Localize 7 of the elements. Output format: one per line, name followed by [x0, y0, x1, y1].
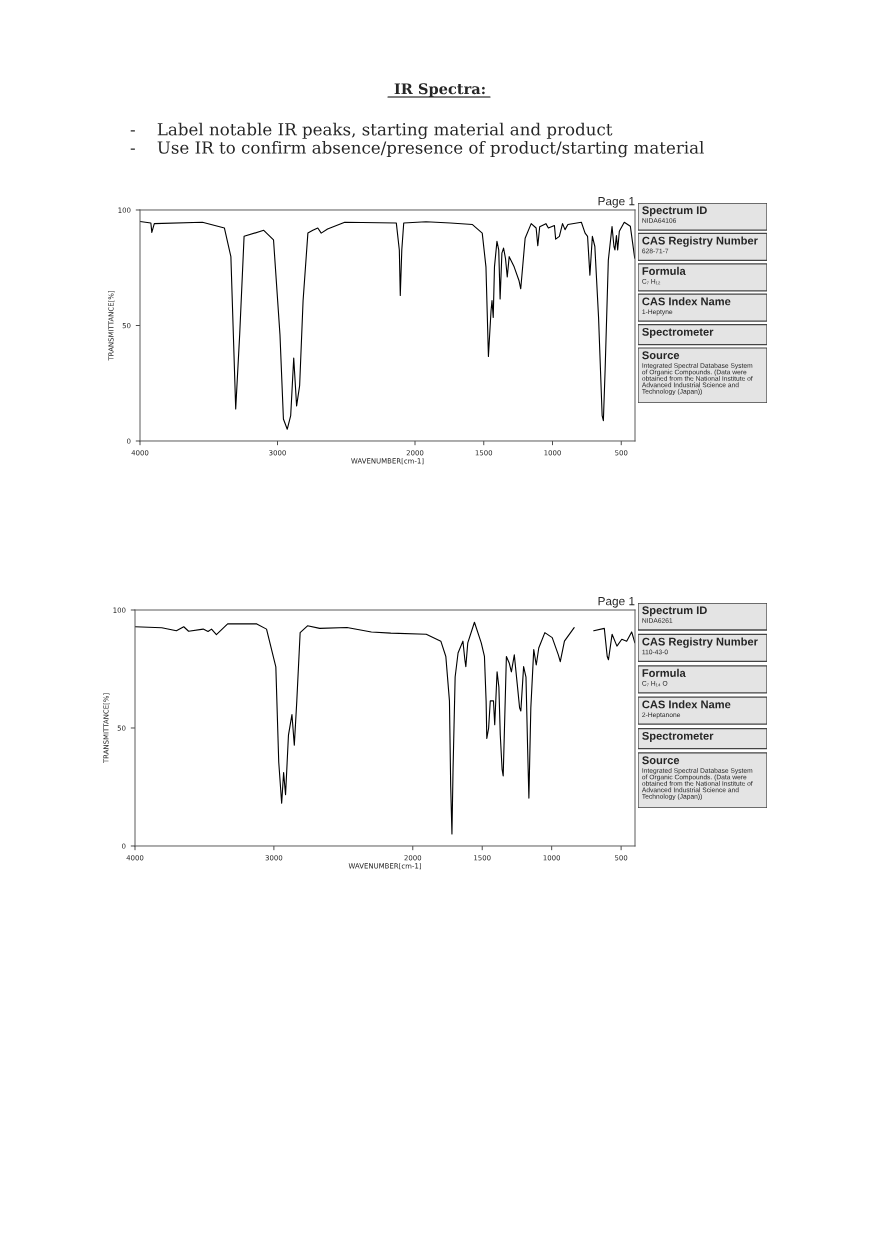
- text: Spectrometer: [642, 731, 714, 742]
- text: Page 1: [598, 597, 635, 608]
- chart-title: IR Spectra:: [394, 83, 485, 98]
- chart-subtitle: - Label notable IR peaks, starting material and product - Use IR to confirm absence/presence of product/starting material: [130, 122, 704, 158]
- text: Page 1: [598, 197, 635, 208]
- text: Spectrometer: [642, 327, 714, 338]
- line-series: [140, 220, 635, 430]
